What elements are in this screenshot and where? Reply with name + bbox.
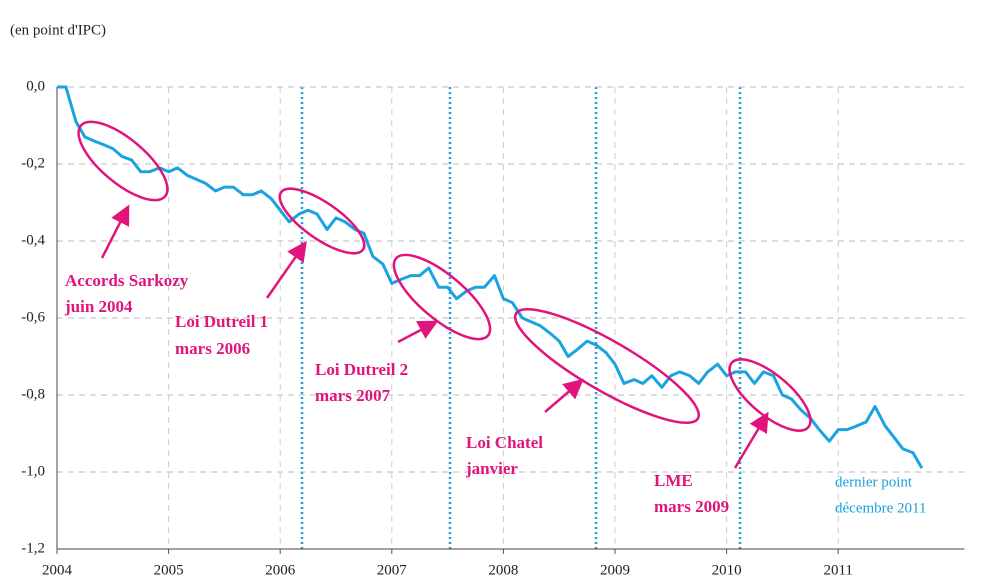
x-tick-label: 2008 [488, 562, 518, 578]
x-tick-label: 2004 [42, 562, 73, 578]
annotation: mars 2007 [315, 386, 391, 405]
annotation: mars 2009 [654, 497, 729, 516]
annotation: Loi Chatel [466, 433, 543, 452]
y-tick-label: -0,6 [21, 309, 45, 325]
arrow [100, 204, 130, 259]
annotation: Accords Sarkozy [65, 271, 189, 290]
ellipse [728, 358, 812, 432]
note: décembre 2011 [835, 500, 927, 516]
ellipse [77, 120, 169, 202]
annotation: juin 2004 [64, 297, 133, 316]
y-axis-label: (en point d'IPC) [10, 22, 106, 38]
x-tick-label: 2006 [265, 562, 296, 578]
x-tick-label: 2009 [600, 562, 630, 578]
ellipse [392, 253, 492, 341]
arrows [100, 204, 769, 469]
data-line [57, 85, 924, 469]
y-tick-label: 0,0 [26, 78, 45, 94]
arrow [544, 378, 584, 413]
y-tick-label: -0,2 [21, 155, 45, 171]
x-tick-label: 2010 [712, 562, 742, 578]
annotation: Loi Dutreil 1 [175, 312, 268, 331]
x-tick-label: 2005 [154, 562, 184, 578]
x-tick-label: 2011 [823, 562, 852, 578]
y-tick-label: -0,4 [21, 232, 45, 248]
y-tick-label: -1,0 [21, 463, 45, 479]
annotation: Loi Dutreil 2 [315, 360, 408, 379]
arrow [733, 411, 769, 469]
arrow [397, 320, 439, 344]
ellipses [77, 120, 812, 432]
arrow [265, 240, 307, 299]
annotation: janvier [465, 459, 518, 478]
annotation: LME [654, 471, 693, 490]
y-tick-label: -0,8 [21, 386, 45, 402]
x-tick-label: 2007 [377, 562, 408, 578]
note: dernier point [835, 474, 913, 490]
y-tick-label: -1,2 [21, 540, 45, 556]
ellipse [513, 307, 701, 425]
annotation: mars 2006 [175, 339, 250, 358]
ellipse [278, 187, 366, 255]
